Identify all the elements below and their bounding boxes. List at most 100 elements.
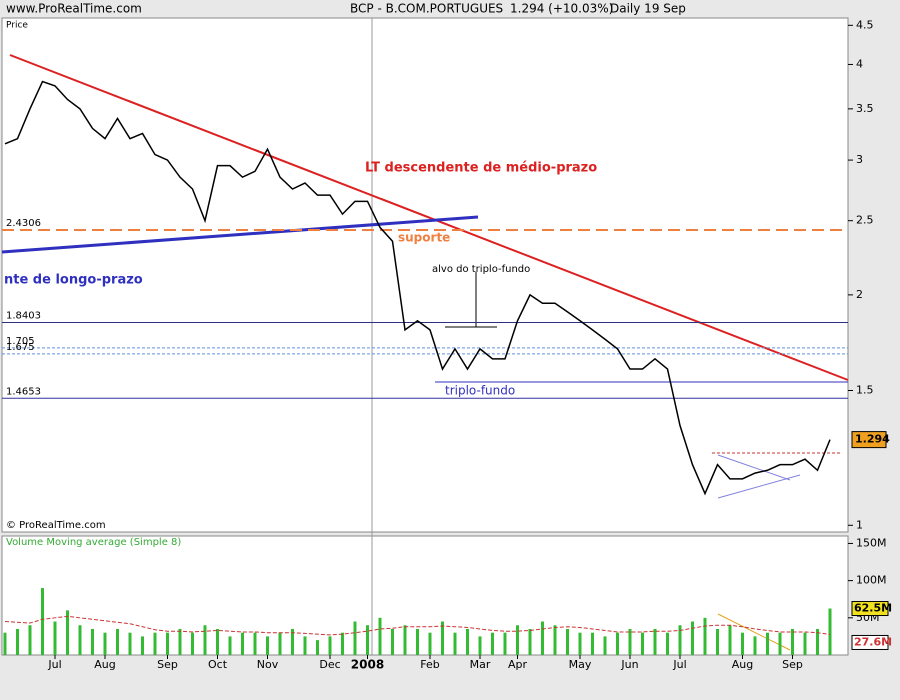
annotation: nte de longo-prazo [4, 273, 143, 288]
y-tick-label: 1 [856, 518, 863, 531]
volume-bar [316, 640, 319, 655]
volume-bar [153, 632, 157, 655]
volume-tag-label: 27.6M [854, 635, 892, 648]
x-tick-label: 2008 [351, 658, 384, 672]
volume-bar [678, 625, 682, 655]
volume-bar [741, 632, 744, 655]
y-label: Price [6, 21, 28, 31]
x-tick-label: Oct [208, 658, 228, 671]
volume-bar [691, 621, 694, 655]
volume-bar [291, 628, 294, 655]
volume-bar [366, 625, 369, 655]
volume-bar [16, 628, 19, 655]
x-tick-label: Aug [94, 658, 115, 671]
y-tick-label: 150M [856, 536, 887, 549]
y-tick-label: 3.5 [856, 102, 874, 115]
trendline-long [1, 215, 479, 254]
volume-bar [78, 625, 82, 655]
volume-bar [266, 636, 269, 655]
volume-bar [191, 632, 194, 655]
volume-bar [753, 636, 757, 655]
y-tick-label: 1.5 [856, 384, 874, 397]
y-tick-label: 2 [856, 288, 863, 301]
price-line [4, 80, 831, 496]
volume-bar [128, 632, 132, 655]
quote: 1.294 (+10.03%) [510, 2, 613, 16]
x-tick-label: Sep [157, 658, 178, 671]
annotation: LT descendente de médio-prazo [365, 161, 597, 176]
volume-trend [717, 613, 791, 651]
y-tick-label: 4 [856, 57, 863, 70]
x-tick-label: Nov [257, 658, 279, 671]
site: www.ProRealTime.com [6, 2, 142, 16]
level-label: 1.705 [6, 336, 35, 347]
x-tick-label: Feb [420, 658, 439, 671]
volume-bar [641, 632, 644, 655]
y-tick-label: 2.5 [856, 214, 874, 227]
volume-bar [278, 632, 282, 655]
volume-bar [241, 632, 244, 655]
volume-bar [253, 632, 257, 655]
level-label: 1.8403 [6, 311, 41, 322]
volume-bar [703, 617, 707, 655]
volume-tag [851, 601, 889, 617]
price-tag-label: 1.294 [855, 433, 890, 446]
volume-bar [428, 632, 432, 655]
x-tick-label: Aug [732, 658, 753, 671]
volume-bar [816, 628, 819, 655]
volume-bar [341, 632, 344, 655]
volume-bar [141, 636, 144, 655]
volume-bar [778, 632, 782, 655]
volume-bar [766, 632, 769, 655]
volume-bar [41, 588, 44, 655]
volume-bar [53, 621, 57, 655]
volume-bar [828, 608, 832, 655]
volume-bar [166, 632, 169, 655]
volume-bar [28, 625, 32, 655]
volume-bar [453, 632, 457, 655]
volume-bar [503, 632, 507, 655]
y-tick-label: 3 [856, 153, 863, 166]
volume-bar [716, 628, 719, 655]
volume-title: Volume Moving average (Simple 8) [6, 537, 181, 548]
volume-bar [66, 610, 69, 655]
x-tick-label: Jun [620, 658, 638, 671]
volume-bar [728, 625, 732, 655]
volume-bar [403, 625, 407, 655]
x-tick-label: Apr [508, 658, 528, 671]
volume-bar [591, 632, 594, 655]
volume-bar [578, 632, 582, 655]
x-tick-label: Sep [782, 658, 803, 671]
volume-bar [478, 636, 482, 655]
volume-bar [803, 632, 807, 655]
volume-bar [466, 628, 469, 655]
instrument: BCP - B.COM.PORTUGUES [350, 2, 503, 16]
volume-bar [228, 636, 232, 655]
wedge-line [717, 454, 791, 481]
volume-bar [91, 628, 94, 655]
y-tick-label: 100M [856, 574, 887, 587]
price-tag [851, 431, 887, 449]
moving-average [4, 615, 831, 636]
volume-bar [103, 632, 107, 655]
copyright: © ProRealTime.com [6, 520, 106, 531]
level-label: 1.675 [6, 342, 35, 353]
volume-bar [653, 628, 657, 655]
volume-bar [603, 636, 607, 655]
volume-panel [1, 535, 849, 656]
volume-tag [851, 634, 889, 650]
volume-bar [303, 636, 307, 655]
x-tick-label: May [569, 658, 592, 671]
volume-bar [328, 636, 332, 655]
annotation: suporte [398, 231, 450, 245]
volume-bar [553, 625, 557, 655]
volume-bar [528, 628, 532, 655]
volume-bar [541, 621, 544, 655]
level-label: 2.4306 [6, 218, 41, 229]
volume-bar [616, 632, 619, 655]
period: Daily 19 Sep [610, 2, 686, 16]
volume-bar [216, 628, 219, 655]
volume-bar [628, 628, 632, 655]
x-tick-label: Dec [319, 658, 340, 671]
volume-bar [203, 625, 207, 655]
